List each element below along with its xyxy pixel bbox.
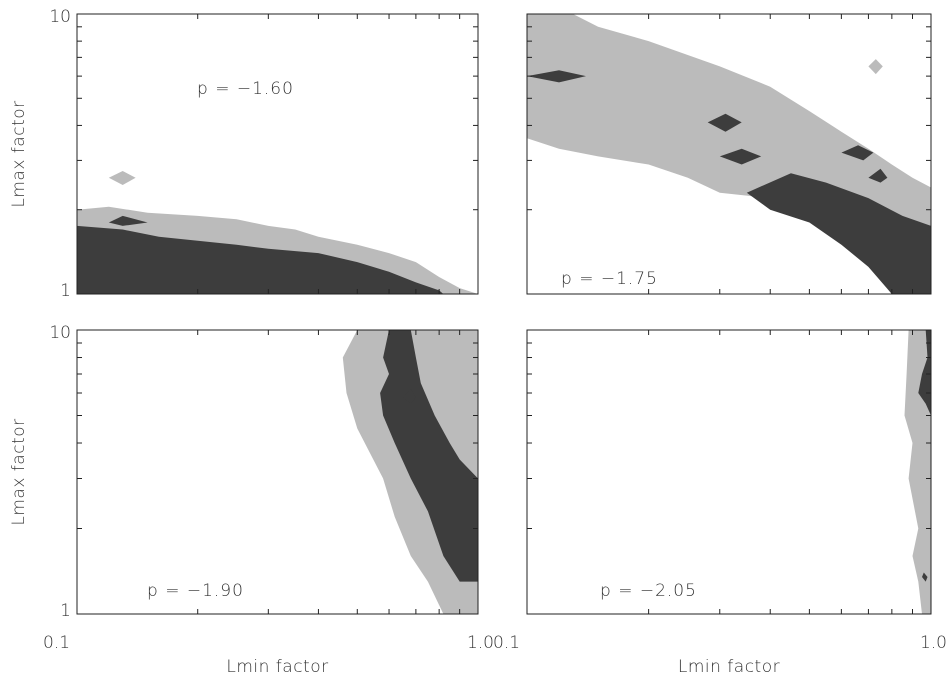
y-tick-label: 10 (49, 323, 71, 343)
dark-contour-island (108, 215, 148, 226)
dark-contour-island (922, 572, 928, 582)
plot-area (904, 330, 931, 614)
y-tick-label: 1 (60, 601, 71, 621)
light-contour-island (868, 59, 883, 75)
y-axis-label: Lmax factor (9, 418, 29, 525)
dark-contour-island (527, 70, 586, 83)
x-tick-label: 0.1 (493, 633, 520, 653)
y-tick-label: 1 (60, 281, 71, 301)
dark-contour-island (403, 389, 416, 404)
panel-bottom-left: 10 1 0.1 1.0 Lmax factor Lmin factor p = −1.90 (9, 323, 494, 677)
dark-contour-island (841, 145, 874, 161)
p-annotation: p = −1.75 (561, 269, 658, 289)
plot-area (527, 14, 931, 294)
x-tick-label: 1.0 (920, 633, 947, 653)
x-tick-label: 1.0 (467, 633, 494, 653)
plot-area (77, 171, 478, 294)
p-annotation: p = −2.05 (600, 581, 697, 601)
dark-contour-island (707, 113, 742, 132)
x-tick-label: 0.1 (43, 633, 70, 653)
dark-contour-island (868, 168, 888, 183)
y-tick-label: 10 (49, 7, 71, 27)
dark-contour-region (380, 330, 478, 582)
p-annotation: p = −1.60 (197, 79, 294, 99)
dark-contour-island (719, 148, 762, 165)
dark-contour-region (746, 173, 931, 294)
panel-bottom-right: 0.1 1.0 Lmin factor p = −2.05 (493, 329, 947, 677)
y-axis-label: Lmax factor (9, 100, 29, 207)
panel-frame (526, 329, 932, 615)
dark-contour-region (918, 330, 931, 416)
x-axis-label: Lmin factor (226, 657, 328, 677)
panel-frame (76, 13, 479, 295)
dark-contour-region (77, 225, 444, 294)
panel-frame (76, 329, 479, 615)
panel-frame (526, 13, 932, 295)
p-annotation: p = −1.90 (147, 581, 244, 601)
x-axis-label: Lmin factor (678, 657, 780, 677)
light-contour-island (108, 171, 136, 185)
panel-top-right: p = −1.75 (526, 13, 932, 295)
plot-area (342, 330, 478, 614)
panel-top-left: 10 1 Lmax factor p = −1.60 (9, 7, 479, 301)
